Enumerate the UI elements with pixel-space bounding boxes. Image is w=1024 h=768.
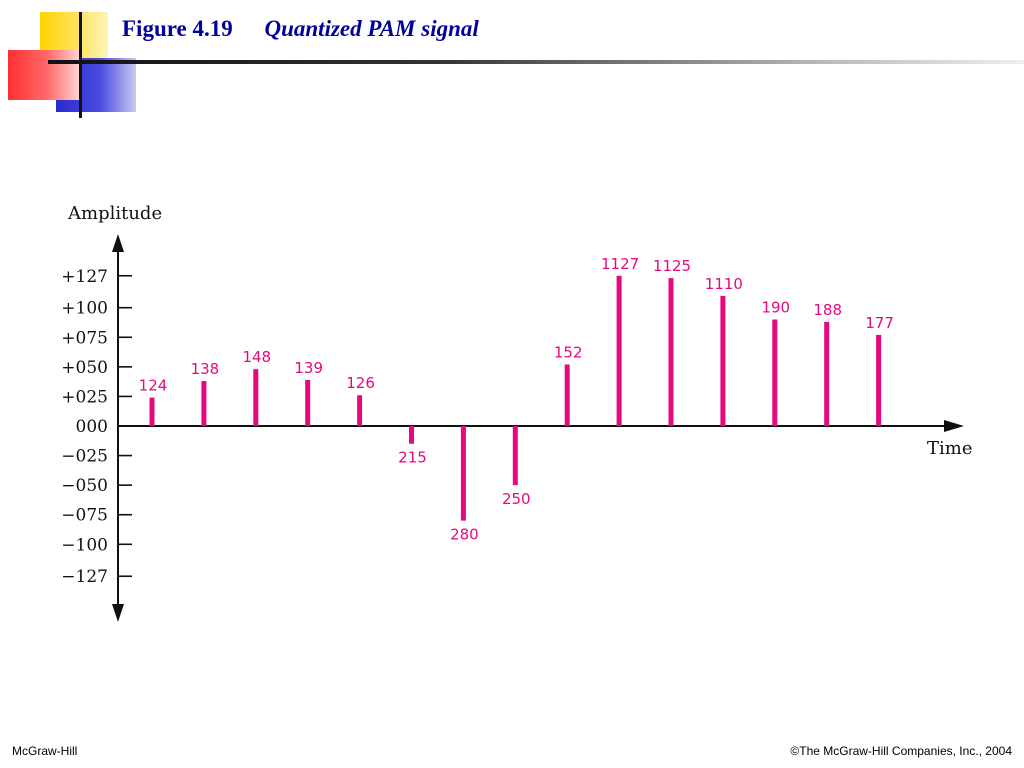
bar	[149, 397, 155, 426]
bar	[305, 379, 311, 426]
footer-publisher: McGraw-Hill	[12, 744, 78, 758]
y-tick-label: −075	[61, 506, 108, 526]
figure-title: Quantized PAM signal	[264, 16, 479, 41]
bar	[253, 369, 259, 426]
bar	[668, 278, 674, 426]
decor-vertical-line	[79, 12, 82, 118]
data-label: 250	[502, 490, 531, 508]
data-label: 139	[294, 359, 323, 377]
y-axis-arrow-down	[112, 604, 124, 622]
bar	[720, 295, 726, 426]
x-axis-arrow	[944, 420, 964, 432]
decor-horizontal-line	[48, 60, 1024, 64]
y-tick-label: −127	[61, 567, 108, 587]
data-label: 148	[242, 348, 271, 366]
data-label: 215	[398, 449, 427, 467]
data-label: 188	[813, 301, 842, 319]
y-tick-label: +127	[61, 267, 108, 287]
data-label: 1110	[705, 275, 743, 293]
bar	[876, 334, 882, 426]
data-label: 177	[865, 314, 894, 332]
bar	[824, 321, 830, 426]
y-tick-label: +100	[61, 299, 108, 319]
data-label: 124	[139, 377, 168, 395]
data-label: 138	[191, 360, 220, 378]
data-label: 190	[761, 299, 790, 317]
y-tick-label: +075	[61, 328, 108, 348]
data-label: 280	[450, 526, 479, 544]
y-ticks: +127 +100 +075 +050 +025 000 −025 −050 −075 −100 −…	[61, 267, 132, 587]
decor-red-square	[8, 50, 80, 100]
y-axis-arrow-up	[112, 234, 124, 252]
data-label: 152	[554, 343, 583, 361]
footer-copyright: ©The McGraw-Hill Companies, Inc., 2004	[790, 744, 1012, 758]
bar	[201, 381, 207, 426]
y-tick-label: −025	[61, 447, 108, 467]
y-tick-label: 000	[76, 417, 108, 437]
bar	[460, 426, 466, 521]
bar	[512, 426, 518, 486]
bar	[357, 395, 363, 426]
data-label: 1125	[653, 257, 691, 275]
y-tick-label: +050	[61, 358, 108, 378]
figure-number: Figure 4.19	[122, 16, 233, 41]
bar	[772, 319, 778, 426]
x-axis-label: Time	[927, 438, 972, 459]
bars	[149, 275, 882, 521]
y-tick-label: +025	[61, 387, 108, 407]
slide-title: Figure 4.19 Quantized PAM signal	[122, 16, 479, 42]
y-axis-label: Amplitude	[67, 203, 162, 224]
bar	[616, 275, 622, 426]
data-label: 1127	[601, 255, 639, 273]
bar	[409, 426, 414, 444]
bar	[564, 364, 570, 426]
y-tick-label: −100	[61, 535, 108, 555]
data-label: 126	[346, 374, 375, 392]
y-tick-label: −050	[61, 476, 108, 496]
data-labels: 124 138 148 139 126 215 280 250 152 1127 1125 1110 1…	[139, 255, 894, 544]
